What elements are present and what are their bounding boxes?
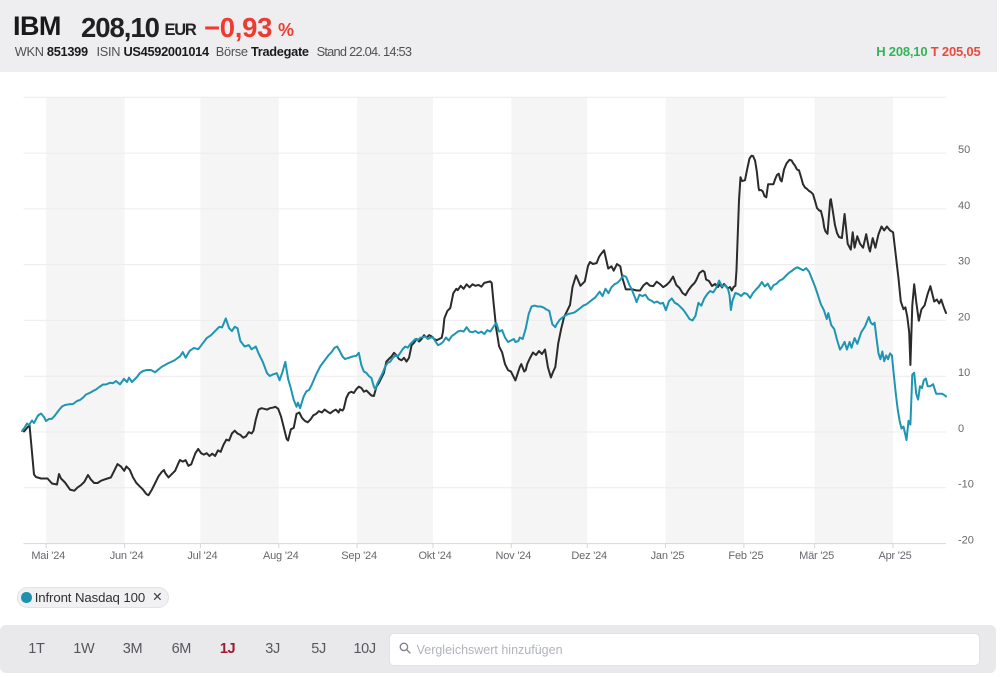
svg-text:10: 10 [958, 367, 970, 379]
svg-text:-20: -20 [958, 535, 974, 547]
svg-text:Mai '24: Mai '24 [31, 550, 65, 562]
svg-text:Nov '24: Nov '24 [496, 550, 532, 562]
svg-text:Feb '25: Feb '25 [728, 550, 763, 562]
svg-text:-10: -10 [958, 479, 974, 491]
svg-text:Mär '25: Mär '25 [799, 550, 834, 562]
svg-text:Jul '24: Jul '24 [187, 550, 217, 562]
svg-text:Jun '24: Jun '24 [110, 550, 144, 562]
svg-text:0: 0 [958, 423, 964, 435]
svg-text:Sep '24: Sep '24 [341, 550, 377, 562]
svg-text:Jan '25: Jan '25 [651, 550, 685, 562]
svg-text:Dez '24: Dez '24 [571, 550, 607, 562]
svg-text:30: 30 [958, 256, 970, 268]
svg-text:20: 20 [958, 311, 970, 323]
svg-text:50: 50 [958, 144, 970, 156]
svg-text:Apr '25: Apr '25 [878, 550, 911, 562]
svg-text:Okt '24: Okt '24 [418, 550, 451, 562]
svg-text:40: 40 [958, 200, 970, 212]
svg-text:Aug '24: Aug '24 [263, 550, 299, 562]
